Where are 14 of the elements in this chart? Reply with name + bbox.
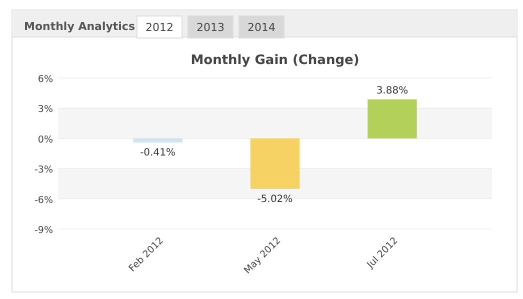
chart-title: Monthly Gain (Change) (190, 53, 360, 68)
y-tick-label: 6% (38, 74, 53, 85)
text: 2014 (248, 21, 276, 34)
y-tick-label: 3% (38, 104, 53, 116)
text: 2013 (196, 21, 224, 34)
y-tick-label: 0% (38, 134, 53, 146)
y-tick-label: -3% (34, 164, 53, 176)
data-label: 3.88% (376, 85, 408, 96)
text: 2012 (146, 21, 174, 34)
data-label: -0.41% (140, 148, 176, 159)
y-tick-label: -6% (34, 194, 53, 206)
data-label: -5.02% (257, 194, 293, 205)
y-tick-label: -9% (34, 225, 53, 236)
text: Monthly Analytics (24, 20, 136, 33)
